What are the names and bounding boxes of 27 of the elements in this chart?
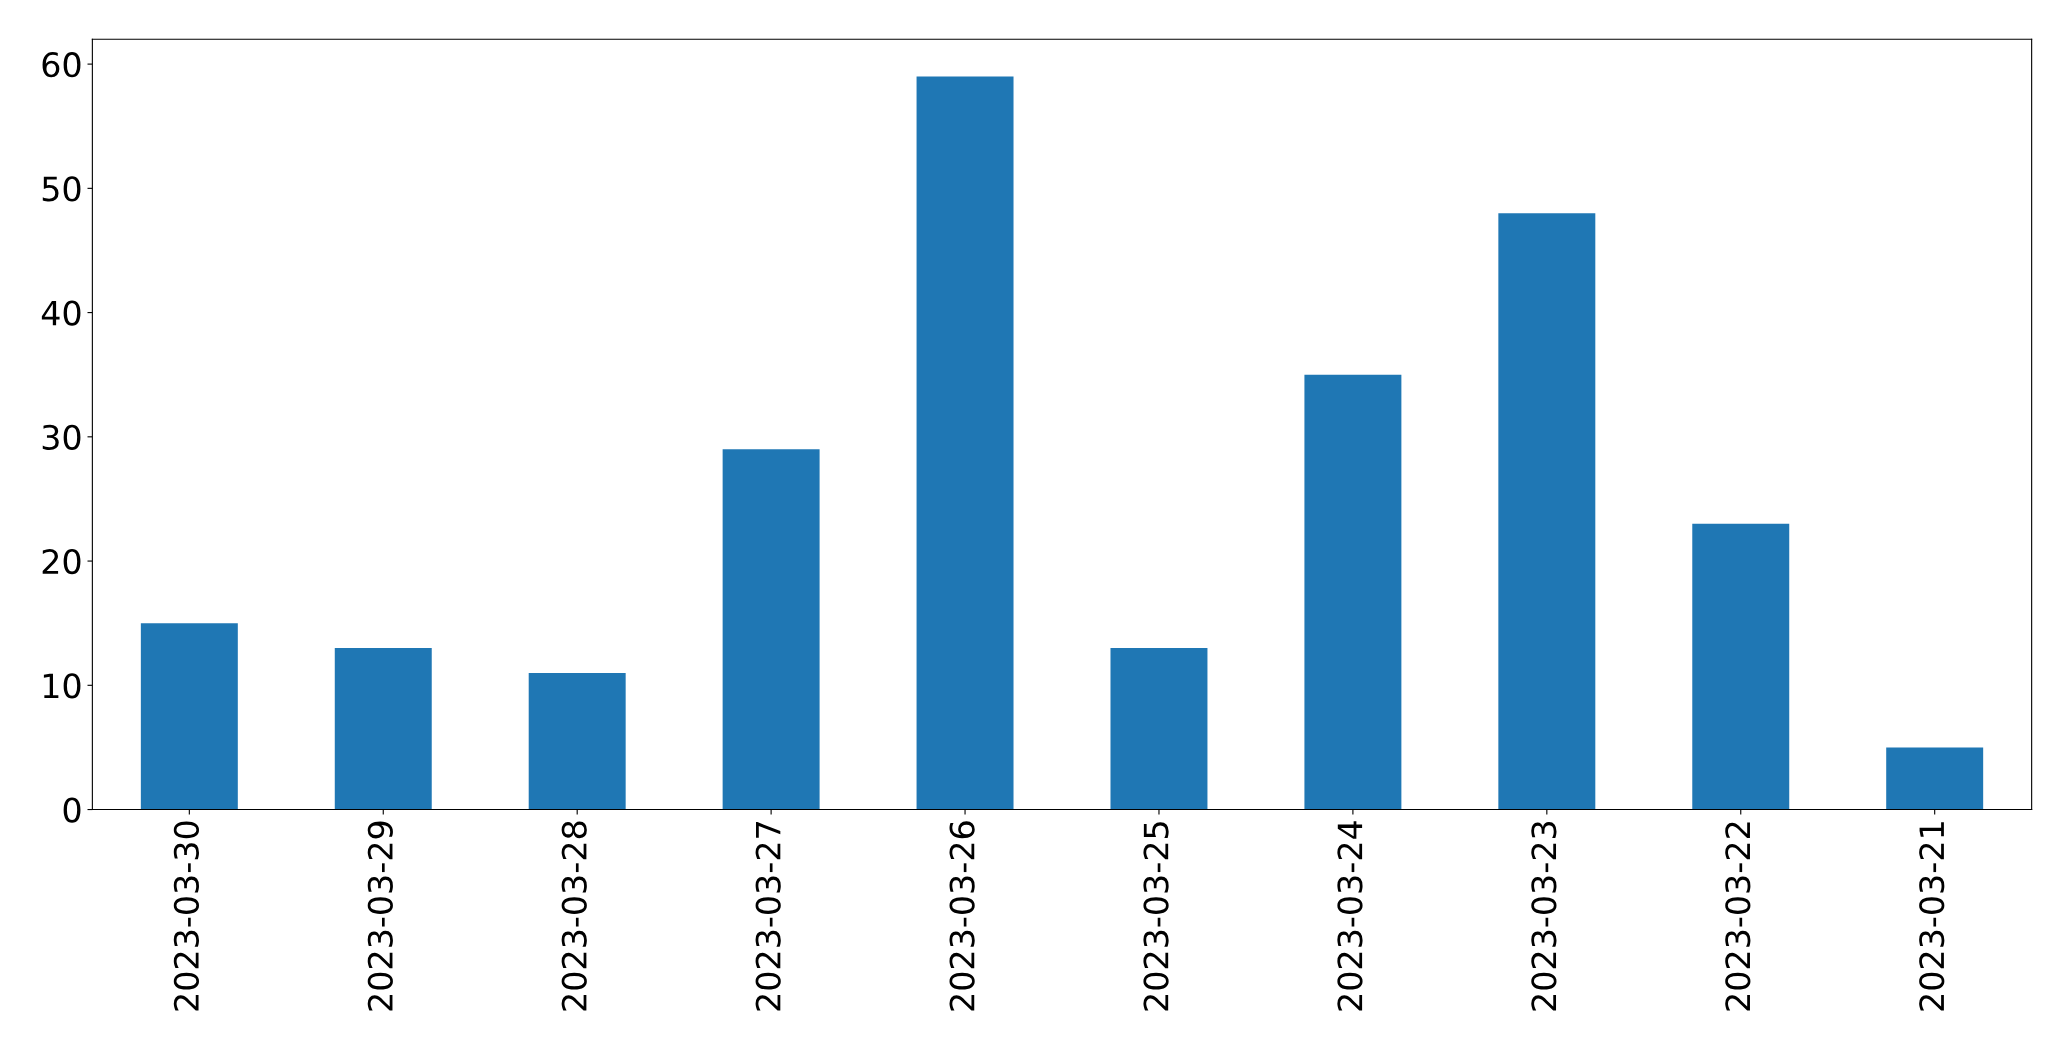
bar [1304,374,1402,810]
y-tick-label: 30 [42,424,81,450]
bar [140,623,238,810]
y-tick-label: 40 [41,300,81,326]
x-tick-label: 2023-03-22 [1725,822,1751,1011]
y-tick-label: 60 [42,52,81,78]
x-tick-label: 2023-03-29 [367,821,393,1011]
x-tick-label: 2023-03-24 [1337,821,1363,1011]
x-tick-label: 2023-03-28 [561,821,587,1011]
x-tick-label: 2023-03-25 [1143,822,1169,1011]
bar [528,672,626,810]
y-tick-label: 0 [63,797,81,823]
x-tick-label: 2023-03-21 [1919,822,1945,1011]
bar [1692,523,1790,810]
x-tick-label: 2023-03-26 [949,821,975,1011]
bar [1110,648,1208,810]
bar [1886,747,1984,810]
y-tick-label: 10 [43,673,81,699]
bar [1498,213,1596,810]
bar [916,76,1014,810]
bar [722,449,820,810]
y-tick-label: 50 [42,176,81,202]
x-tick-label: 2023-03-30 [173,821,199,1011]
x-tick-label: 2023-03-23 [1531,821,1557,1011]
bar [334,648,432,810]
y-tick-label: 20 [42,548,81,575]
x-tick-label: 2023-03-27 [755,822,781,1011]
